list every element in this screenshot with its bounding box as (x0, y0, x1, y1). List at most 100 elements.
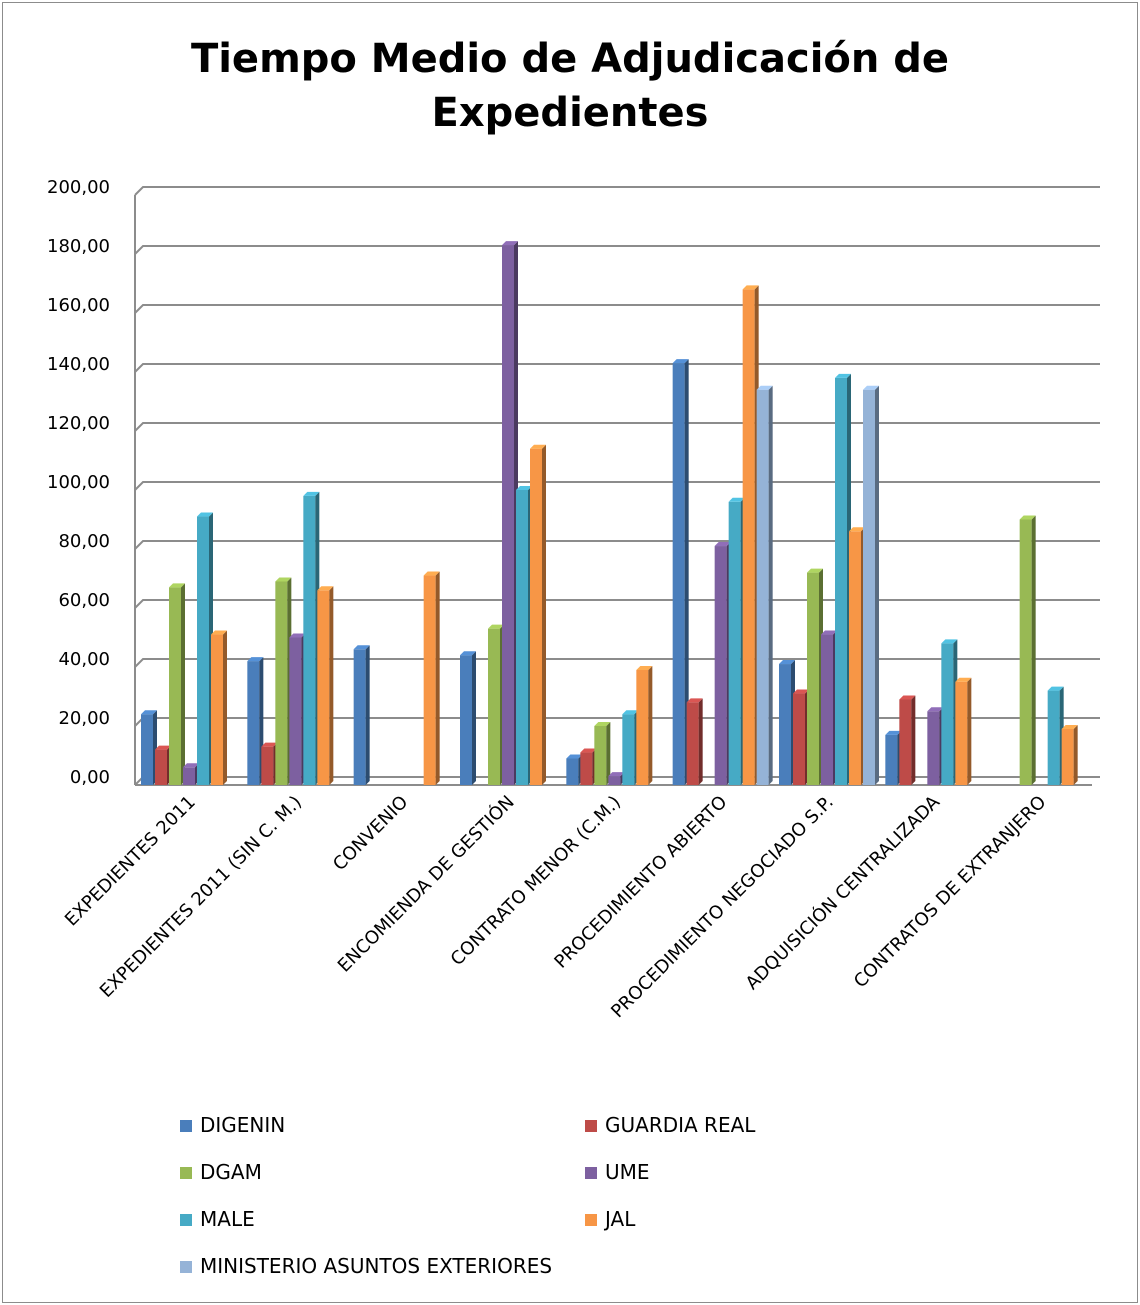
legend: DIGENIN GUARDIA REAL DGAM UME MALE JAL MINISTE… (180, 1113, 756, 1278)
bars (141, 241, 1078, 785)
legend-swatch (585, 1214, 597, 1226)
bar (516, 486, 532, 785)
bar (728, 497, 745, 785)
legend-item: UME (585, 1160, 650, 1184)
bar (423, 571, 440, 785)
legend-swatch (180, 1120, 192, 1132)
y-tick-label: 60,00 (58, 590, 110, 611)
y-tick-label: 20,00 (58, 708, 110, 729)
bar (566, 754, 583, 785)
legend-swatch (180, 1261, 192, 1273)
gridline (134, 540, 1100, 550)
bar (211, 630, 227, 785)
bar (1019, 515, 1036, 785)
y-tick-label: 120,00 (47, 413, 110, 434)
bar (672, 359, 689, 785)
bar (742, 285, 759, 785)
bar (247, 657, 264, 785)
y-tick-label: 140,00 (47, 354, 110, 375)
category-label: CONVENIO (329, 792, 412, 875)
bar (885, 730, 902, 785)
category-label: CONTRATO MENOR (C.M.) (447, 792, 625, 970)
gridline (134, 481, 1100, 491)
legend-item: JAL (585, 1207, 636, 1231)
bar (899, 695, 916, 785)
bar (1061, 724, 1078, 785)
bar (863, 385, 879, 785)
legend-label: MINISTERIO ASUNTOS EXTERIORES (200, 1254, 552, 1278)
legend-item: DGAM (180, 1160, 262, 1184)
bar (779, 660, 795, 785)
gridline (134, 186, 1100, 196)
bar (261, 742, 278, 785)
category-label: ADQUISICIÓN CENTRALIZADA (741, 790, 945, 994)
bar (488, 624, 504, 785)
legend-item: GUARDIA REAL (585, 1113, 756, 1137)
bar (793, 689, 809, 785)
y-tick-label: 100,00 (47, 472, 110, 493)
bar (807, 568, 823, 785)
bar (849, 527, 865, 785)
bar (197, 512, 213, 785)
chart-title: Tiempo Medio de Adjudicación de Expedien… (0, 32, 1140, 140)
legend-label: UME (605, 1160, 650, 1184)
gridline (134, 658, 1100, 668)
y-tick-label: 180,00 (47, 236, 110, 257)
category-label: CONTRATOS DE EXTRANJERO (850, 792, 1050, 992)
bar (169, 583, 185, 785)
bar (756, 385, 773, 785)
bar (835, 373, 851, 785)
legend-label: GUARDIA REAL (605, 1113, 756, 1137)
bar (622, 710, 639, 785)
legend-swatch (180, 1167, 192, 1179)
bar (955, 677, 972, 785)
legend-label: DGAM (200, 1160, 262, 1184)
category-label: ENCOMIENDA DE GESTIÓN (333, 791, 519, 977)
bar (714, 542, 731, 785)
legend-label: DIGENIN (200, 1113, 285, 1137)
bar (183, 763, 199, 785)
chart-title-line-2: Expedientes (431, 90, 709, 136)
bar (636, 665, 653, 785)
bar (608, 772, 625, 785)
legend-item: MINISTERIO ASUNTOS EXTERIORES (180, 1254, 552, 1278)
bar (155, 745, 171, 785)
bar (303, 491, 320, 785)
legend-swatch (585, 1167, 597, 1179)
legend-swatch (585, 1120, 597, 1132)
legend-label: JAL (603, 1207, 636, 1231)
bar (141, 710, 157, 785)
gridline (134, 245, 1100, 255)
y-tick-label: 80,00 (58, 531, 110, 552)
category-label: EXPEDIENTES 2011 (SIN C. M.) (96, 792, 306, 1002)
bar (686, 698, 703, 785)
bar (530, 444, 546, 785)
chart-title-line-1: Tiempo Medio de Adjudicación de (190, 36, 950, 82)
bar (317, 586, 334, 785)
bar (502, 241, 518, 785)
legend-item: DIGENIN (180, 1113, 285, 1137)
bar (353, 645, 370, 785)
bar (594, 722, 611, 785)
bar (927, 707, 944, 785)
bar (941, 639, 958, 785)
bar (1047, 686, 1064, 785)
gridline (134, 422, 1100, 432)
bar (821, 630, 837, 785)
bar (289, 633, 306, 785)
bar (460, 651, 476, 785)
category-label: PROCEDIMIENTO ABIERTO (550, 792, 731, 973)
bar (275, 577, 292, 785)
gridline (134, 363, 1100, 373)
y-tick-label: 0,00 (70, 767, 110, 788)
bar (580, 748, 597, 785)
legend-label: MALE (200, 1207, 255, 1231)
gridline (134, 304, 1100, 314)
category-label: PROCEDIMIENTO NEGOCIADO S.P. (607, 792, 838, 1023)
y-tick-label: 160,00 (47, 295, 110, 316)
legend-item: MALE (180, 1207, 255, 1231)
legend-swatch (180, 1214, 192, 1226)
y-tick-label: 40,00 (58, 649, 110, 670)
